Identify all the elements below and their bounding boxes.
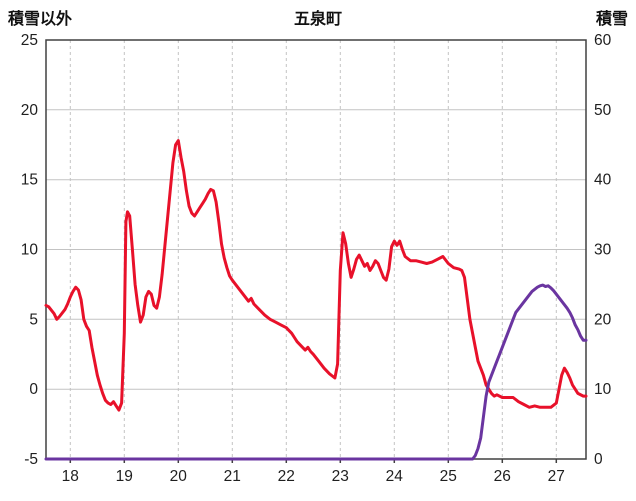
x-tick-label: 23 <box>332 468 349 485</box>
chart-title: 五泉町 <box>293 11 342 28</box>
x-tick-label: 19 <box>116 468 133 485</box>
y-right-tick-label: 40 <box>594 172 612 189</box>
x-tick-label: 27 <box>548 468 565 485</box>
y-left-tick-label: -5 <box>24 451 38 468</box>
y-left-tick-label: 25 <box>21 32 38 49</box>
y-right-tick-label: 30 <box>594 242 612 259</box>
non-snow-series-line <box>44 139 588 412</box>
x-tick-label: 21 <box>224 468 241 485</box>
y-left-tick-label: 20 <box>21 102 39 119</box>
x-tick-label: 20 <box>170 468 188 485</box>
y-right-tick-label: 20 <box>594 311 612 328</box>
snow-series-line <box>44 283 588 461</box>
y-left-tick-label: 15 <box>21 172 38 189</box>
y-left-tick-label: 10 <box>21 242 39 259</box>
y-right-tick-label: 50 <box>594 102 612 119</box>
x-tick-label: 22 <box>278 468 295 485</box>
left-axis-title: 積雪以外 <box>8 11 73 28</box>
x-tick-label: 25 <box>440 468 457 485</box>
y-right-tick-label: 10 <box>594 381 612 398</box>
y-left-tick-label: 5 <box>29 311 38 328</box>
x-tick-label: 26 <box>494 468 511 485</box>
right-axis-title: 積雪 <box>595 11 628 28</box>
y-right-tick-label: 60 <box>594 32 612 49</box>
x-tick-label: 18 <box>62 468 79 485</box>
y-right-tick-label: 0 <box>594 451 603 468</box>
x-tick-label: 24 <box>386 468 404 485</box>
y-left-tick-label: 0 <box>29 381 38 398</box>
